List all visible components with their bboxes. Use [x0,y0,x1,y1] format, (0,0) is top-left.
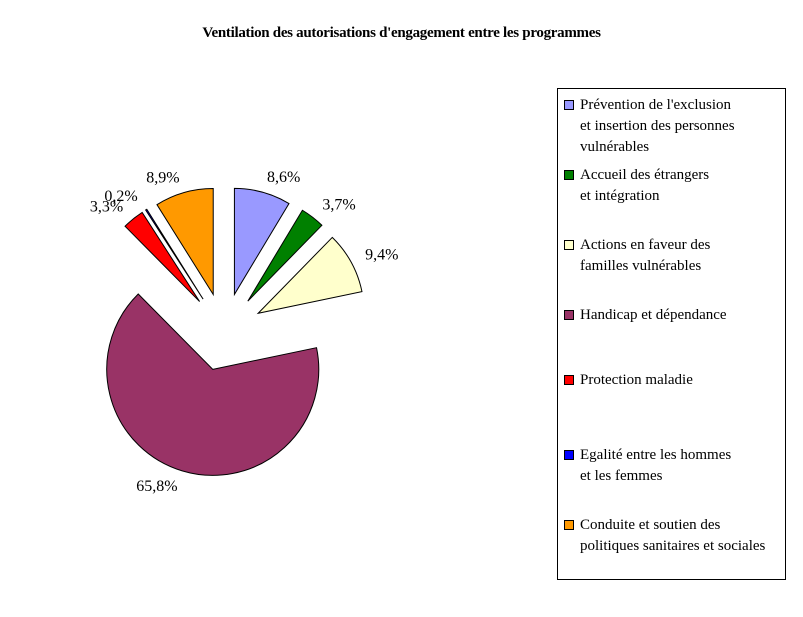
legend-swatch [564,520,574,530]
pie-slice [124,211,201,302]
pie-slice [106,293,320,476]
legend-item: Accueil des étrangers et intégration [564,165,709,207]
legend-swatch [564,240,574,250]
pie-slice [144,208,204,300]
data-label: 9,4% [365,247,398,264]
legend-item: Prévention de l'exclusion et insertion d… [564,95,735,158]
data-label: 3,7% [322,197,355,214]
data-label: 8,9% [146,169,179,186]
data-label: 8,6% [267,169,300,186]
legend-item: Protection maladie [564,370,693,391]
legend-label: Prévention de l'exclusion et insertion d… [580,97,735,155]
legend-swatch [564,375,574,385]
pie-slice [156,188,214,297]
legend-swatch [564,310,574,320]
legend-swatch [564,100,574,110]
data-label: 3,3% [90,198,123,215]
legend-label: Actions en faveur des familles vulnérabl… [580,237,711,274]
data-label: 0,2% [104,188,137,205]
data-label: 65,8% [136,478,177,495]
legend-label: Accueil des étrangers et intégration [580,167,710,204]
legend-swatch [564,170,574,180]
legend-item: Conduite et soutien des politiques sanit… [564,515,765,557]
pie-slice [233,187,290,297]
legend: Prévention de l'exclusion et insertion d… [557,88,786,580]
legend-item: Actions en faveur des familles vulnérabl… [564,235,710,277]
chart-title: Ventilation des autorisations d'engageme… [202,25,601,41]
legend-label: Egalité entre les hommes et les femmes [580,447,732,484]
pie-slice [256,236,363,315]
legend-label: Handicap et dépendance [580,307,727,323]
legend-item: Egalité entre les hommes et les femmes [564,445,731,487]
legend-label: Protection maladie [580,372,693,388]
legend-swatch [564,450,574,460]
legend-label: Conduite et soutien des politiques sanit… [580,517,766,554]
legend-item: Handicap et dépendance [564,305,727,326]
pie-slice [247,209,323,302]
